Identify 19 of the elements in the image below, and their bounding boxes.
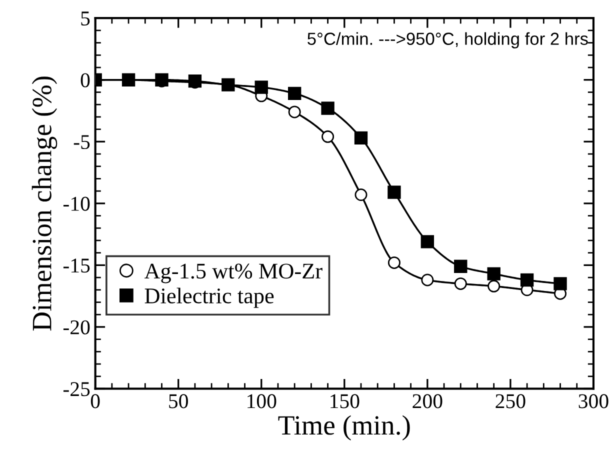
y-tick-label: -10	[63, 196, 90, 211]
x-tick-label: 150	[330, 394, 360, 408]
x-tick-label: 100	[248, 394, 276, 408]
x-tick-label: 250	[496, 394, 526, 408]
y-axis-title: Dimension change (%)	[32, 76, 58, 331]
x-tick-label: 0	[90, 394, 100, 408]
y-tick-label: -5	[74, 135, 90, 150]
x-tick-label: 300	[578, 394, 608, 408]
legend-label: Ag-1.5 wt% MO-Zr	[144, 264, 322, 284]
y-tick-label: 5	[81, 12, 90, 26]
x-axis-title: Time (min.)	[278, 415, 410, 440]
y-tick-label: -15	[63, 258, 90, 273]
x-tick-label: 50	[169, 394, 188, 408]
y-tick-label: 0	[80, 73, 90, 88]
x-tick-label: 200	[412, 394, 442, 408]
y-tick-label: -20	[63, 320, 90, 334]
y-tick-label: -25	[63, 382, 90, 396]
annotation: 5°C/min. --->950°C, holding for 2 hrs	[308, 32, 588, 48]
legend-label: Dielectric tape	[144, 288, 274, 308]
